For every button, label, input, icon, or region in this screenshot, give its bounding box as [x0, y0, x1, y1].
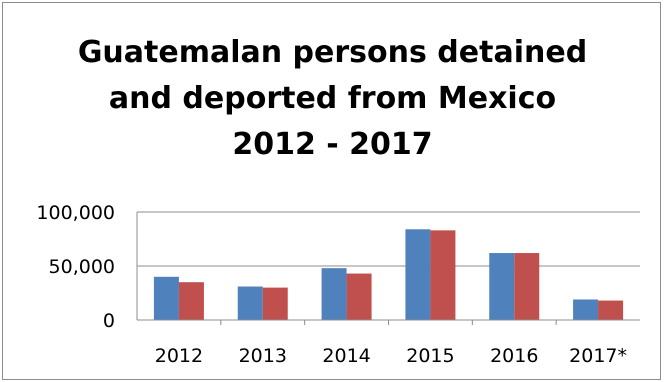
bar-series-1 — [153, 276, 179, 320]
x-tick-label: 2017* — [569, 345, 627, 367]
bar-series-1 — [237, 286, 263, 320]
bar-series-1 — [405, 229, 431, 320]
y-tick-label: 0 — [103, 310, 115, 332]
bar-series-2 — [514, 253, 540, 320]
x-tick-label: 2015 — [406, 345, 454, 367]
bar-series-2 — [346, 273, 372, 320]
bars-layer — [153, 229, 624, 320]
y-tick-label: 50,000 — [49, 256, 115, 278]
bar-series-2 — [262, 287, 288, 320]
grid-layer — [137, 211, 640, 267]
axis-layer — [136, 212, 640, 325]
labels-layer: 0 50,000 100,000 2012 2013 2014 2015 2016 2017* — [36, 202, 627, 367]
chart-title: Guatemalan persons detained and deported… — [77, 35, 588, 162]
bar-series-1 — [489, 253, 515, 320]
bar-series-2 — [598, 300, 624, 320]
bar-series-2 — [430, 230, 456, 320]
x-tick-label: 2014 — [322, 345, 370, 367]
y-tick-label: 100,000 — [36, 202, 115, 224]
bar-series-2 — [178, 282, 204, 320]
x-tick-label: 2016 — [490, 345, 538, 367]
bar-series-1 — [573, 299, 599, 320]
x-tick-label: 2012 — [155, 345, 203, 367]
x-tick-label: 2013 — [239, 345, 287, 367]
bar-series-1 — [321, 268, 347, 320]
